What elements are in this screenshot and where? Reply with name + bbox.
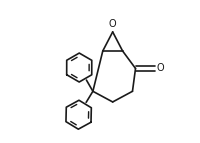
Text: O: O bbox=[108, 19, 116, 29]
Text: O: O bbox=[156, 63, 163, 74]
